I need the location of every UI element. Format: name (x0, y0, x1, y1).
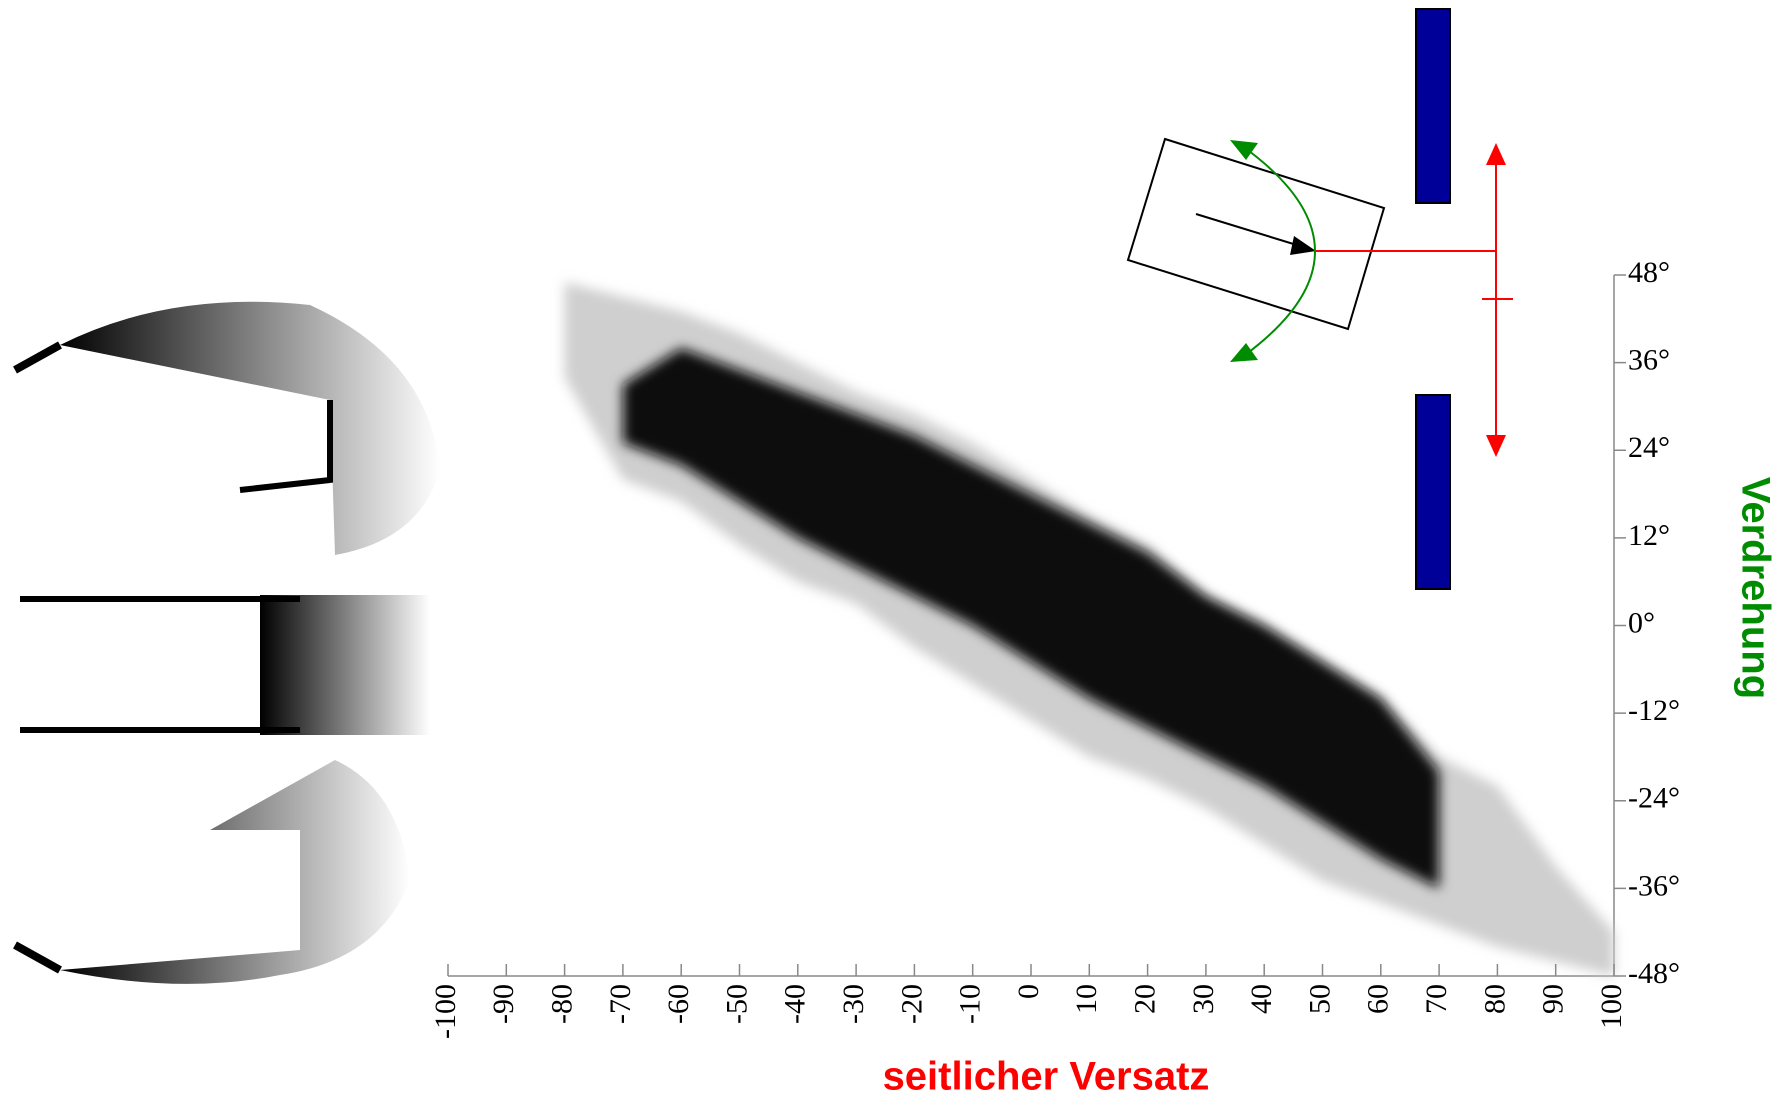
y-tick-label: -36° (1628, 869, 1680, 902)
x-tick-label: 0 (1012, 984, 1045, 999)
x-tick-label: 20 (1128, 984, 1161, 1014)
x-tick-label: -90 (487, 984, 520, 1024)
x-tick-label: 40 (1245, 984, 1278, 1014)
x-tick-label: 70 (1420, 984, 1453, 1014)
y-tick-label: -48° (1628, 957, 1680, 990)
x-tick-label: -60 (662, 984, 695, 1024)
y-tick-label: 48° (1628, 256, 1670, 289)
x-tick-label: -100 (429, 984, 462, 1039)
x-tick-label: -70 (604, 984, 637, 1024)
x-tick-label: 60 (1362, 984, 1395, 1014)
y-tick-label: 0° (1628, 606, 1655, 639)
band-area (623, 348, 1439, 888)
x-tick-label: 90 (1537, 984, 1570, 1014)
x-tick-label: -20 (895, 984, 928, 1024)
y-tick-label: 36° (1628, 344, 1670, 377)
x-tick-label: 100 (1595, 984, 1628, 1029)
y-axis-label: Verdrehung (1733, 477, 1777, 699)
y-tick-label: 12° (1628, 519, 1670, 552)
x-tick-label: 80 (1478, 984, 1511, 1014)
wheel-images (15, 302, 440, 984)
x-tick-label: 50 (1303, 984, 1336, 1014)
page: {"chart_data": {"type": "band", "x_label… (0, 0, 1782, 1101)
x-tick-label: -50 (720, 984, 753, 1024)
chart: seitlicher Versatz Verdrehung -100-90-80… (0, 0, 1782, 1101)
x-tick-label: -80 (545, 984, 578, 1024)
x-tick-label: 30 (1187, 984, 1220, 1014)
x-axis-label: seitlicher Versatz (883, 1055, 1210, 1099)
y-tick-label: -12° (1628, 694, 1680, 727)
diagram (1128, 9, 1513, 589)
x-tick-label: -10 (954, 984, 987, 1024)
x-tick-label: -40 (779, 984, 812, 1024)
y-tick-label: -24° (1628, 782, 1680, 815)
x-tick-label: 10 (1070, 984, 1103, 1014)
y-tick-label: 24° (1628, 431, 1670, 464)
x-tick-label: -30 (837, 984, 870, 1024)
